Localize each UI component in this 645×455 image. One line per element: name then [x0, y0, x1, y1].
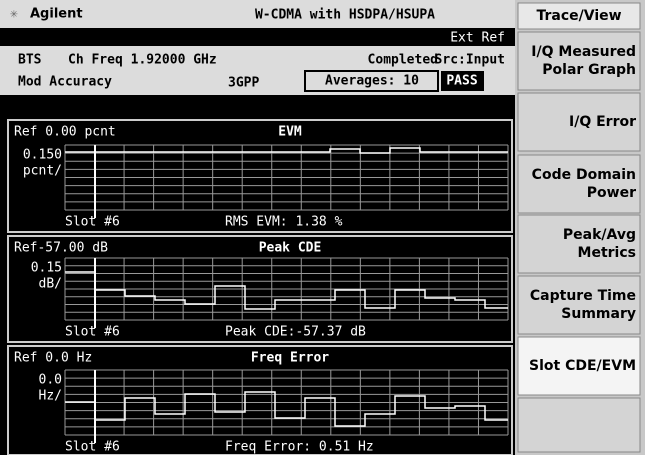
status: Completed: [368, 53, 438, 68]
averages-box: [304, 70, 439, 92]
softkey[interactable]: [517, 336, 641, 396]
panel-title: Peak CDE: [259, 241, 322, 256]
ch-freq: Ch Freq 1.92000 GHz: [68, 53, 217, 68]
panel-frame: [7, 345, 513, 455]
panel-readout: Peak CDE:-57.37 dB: [225, 325, 366, 340]
panel-scale: 0.0: [39, 373, 62, 388]
panel-scale: 0.150: [23, 148, 62, 163]
panel-title: EVM: [278, 125, 302, 140]
freq-trace: [65, 391, 508, 427]
softkey[interactable]: [517, 31, 641, 91]
title-bar: [0, 0, 515, 28]
panel-slot: Slot #6: [65, 325, 120, 340]
source: Src:Input: [435, 53, 505, 68]
panel-readout: RMS EVM: 1.38 %: [225, 215, 343, 230]
softkey-label: I/Q Measured: [531, 44, 636, 60]
panel-title: Freq Error: [251, 351, 329, 366]
softkey-label: Power: [587, 185, 636, 201]
softkey[interactable]: [517, 214, 641, 274]
softkey-label: Metrics: [578, 245, 636, 261]
averages: Averages: 10: [325, 74, 419, 89]
mode-title: W-CDMA with HSDPA/HSUPA: [255, 8, 435, 23]
panel-frame: [7, 119, 513, 233]
panel-ref: Ref-57.00 dB: [14, 241, 108, 256]
mode: Mod Accuracy: [18, 75, 112, 90]
softkey-label: I/Q Error: [569, 114, 636, 130]
brand: Agilent: [30, 7, 83, 22]
softkey-label: Peak/Avg: [563, 227, 636, 243]
panel-unit: Hz/: [39, 389, 62, 404]
panel-slot: Slot #6: [65, 215, 120, 230]
softkey[interactable]: [517, 275, 641, 335]
panel-slot: Slot #6: [65, 440, 120, 455]
softkey[interactable]: [517, 92, 641, 152]
menu-title: Trace/View: [536, 8, 621, 24]
panel-ref: Ref 0.0 Hz: [14, 351, 92, 366]
softkey-label: Polar Graph: [542, 62, 636, 78]
cde-trace: [65, 271, 508, 310]
logo: ✳: [10, 7, 18, 22]
softkey-label: Capture Time: [530, 288, 636, 304]
panel-unit: pcnt/: [23, 164, 62, 179]
status-band: [0, 28, 515, 46]
panel-readout: Freq Error: 0.51 Hz: [225, 440, 374, 455]
evm-trace: [65, 147, 508, 154]
softkey-label: Slot CDE/EVM: [529, 358, 636, 374]
bts: BTS: [18, 53, 42, 68]
panel-scale: 0.15: [31, 261, 62, 276]
softkey[interactable]: [517, 154, 641, 214]
result-box: [441, 71, 484, 91]
softkey-label: Summary: [561, 306, 636, 322]
panel-frame: [7, 235, 513, 343]
ext-ref: Ext Ref: [450, 31, 505, 46]
softkey-empty[interactable]: [517, 397, 641, 453]
softkey-label: Code Domain: [532, 167, 636, 183]
panel-unit: dB/: [39, 277, 62, 292]
standard: 3GPP: [228, 76, 259, 91]
result: PASS: [446, 74, 477, 89]
panel-ref: Ref 0.00 pcnt: [14, 125, 116, 140]
menu-title-box: [517, 2, 641, 30]
